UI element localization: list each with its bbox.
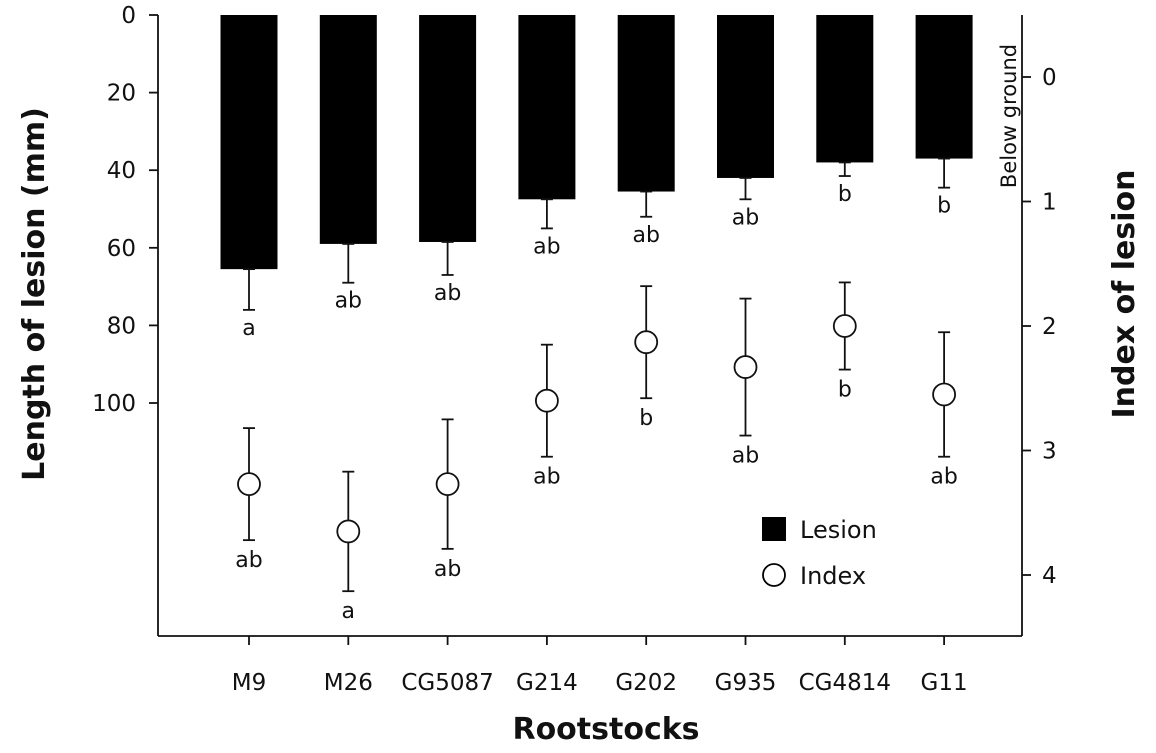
bar-m9 [220,15,278,270]
lesion-error-m26 [342,243,355,284]
lesion-error-cg4814 [838,161,851,177]
lesion-error-cg5087 [441,241,454,276]
legend-lesion-swatch [762,517,786,541]
lesion-sig-g11: b [937,194,951,219]
bar-g11 [915,15,973,159]
significance-labels: a ab ab a ab ab ab ab ab b ab ab b b b ab [235,182,958,624]
bar-g214 [518,15,576,200]
legend-index-marker [762,563,786,587]
index-sig-g214: ab [533,465,560,490]
lesion-error-g11 [938,157,951,189]
y-axis-title: Length of lesion (mm) [17,107,52,481]
lesion-error-m9 [243,268,255,311]
lesion-sig-cg4814: b [838,182,852,207]
left-tick-label-40: 40 [107,158,136,184]
point-m9 [237,472,261,497]
left-tick-label-20: 20 [107,81,136,107]
left-tick-label-80: 80 [107,313,136,339]
category-label-g202: G202 [615,670,677,696]
left-axis-ticks: 0 20 40 60 80 100 [92,3,158,417]
point-cg4814 [832,314,857,338]
lesion-sig-m26: ab [335,289,362,314]
right-tick-label-1: 1 [1042,190,1057,216]
right-tick-label-0: 0 [1042,65,1057,91]
left-tick-label-60: 60 [107,236,136,262]
index-sig-cg5087: ab [434,557,461,582]
index-sig-cg4814: b [838,378,852,403]
category-label-cg4814: CG4814 [799,670,891,696]
point-g214 [535,388,559,413]
point-m26 [336,519,361,544]
lesion-error-g214 [540,198,553,230]
category-label-m9: M9 [232,670,266,696]
point-g935 [733,355,758,379]
index-sig-m9: ab [235,548,262,573]
point-cg5087 [435,472,460,497]
y2-axis-title: Index of lesion [1107,170,1142,419]
right-tick-label-3: 3 [1042,439,1057,465]
bar-m26 [319,15,377,244]
right-axis-ticks: 0 1 2 3 4 [1022,65,1057,589]
category-label-g11: G11 [921,670,968,696]
lesion-bars [220,15,973,270]
index-sig-g202: b [639,406,653,431]
bar-cg5087 [419,15,477,242]
category-label-m26: M26 [324,670,373,696]
bar-g935 [717,15,774,178]
point-g202 [634,330,659,355]
point-g11 [932,382,956,407]
category-label-g935: G935 [715,670,777,696]
left-tick-label-0: 0 [121,3,136,29]
legend-index-label: Index [800,562,866,590]
below-ground-note: Below ground [997,44,1021,188]
lesion-sig-g935: ab [732,205,759,230]
axes [157,15,1023,637]
category-label-cg5087: CG5087 [401,670,493,696]
right-tick-label-2: 2 [1042,314,1057,340]
lesion-sig-g202: ab [632,223,659,248]
lesion-sig-m9: a [242,316,255,341]
index-sig-g935: ab [732,444,759,469]
index-sig-g11: ab [930,465,957,490]
x-axis-title: Rootstocks [512,712,699,747]
index-points [237,314,956,544]
index-sig-m26: a [342,599,355,624]
bar-g202 [617,15,675,192]
right-tick-label-4: 4 [1042,563,1057,589]
lesion-sig-g214: ab [533,234,560,259]
legend: Lesion Index [762,516,877,590]
left-tick-label-100: 100 [92,391,136,417]
bar-cg4814 [816,15,874,163]
lesion-error-g935 [739,177,752,201]
lesion-error-g202 [640,190,653,218]
legend-lesion-label: Lesion [800,516,877,544]
x-axis-ticks: M9 M26 CG5087 G214 G202 G935 CG4814 G11 [232,636,968,696]
category-label-g214: G214 [516,670,578,696]
lesion-sig-cg5087: ab [434,281,461,306]
